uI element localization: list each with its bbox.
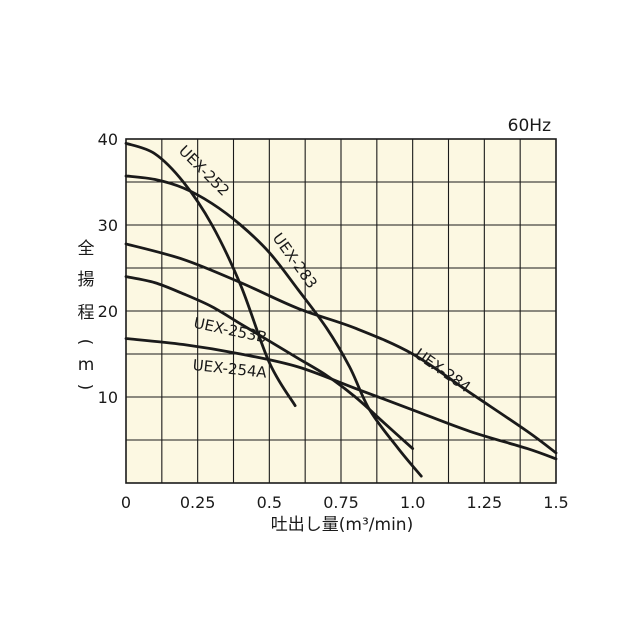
y-tick-label: 40 — [98, 130, 118, 149]
series-line-uex-252 — [124, 141, 297, 407]
y-axis-title-char: 程 — [78, 303, 95, 323]
y-tick-label: 30 — [98, 216, 118, 235]
plot-frame — [125, 138, 557, 484]
y-axis-title-char: ) — [75, 384, 95, 391]
x-tick-label: 0.25 — [180, 493, 216, 512]
x-tick-label: 1.5 — [543, 493, 568, 512]
series-line-uex-253b — [124, 275, 415, 450]
x-tick-label: 0.75 — [323, 493, 359, 512]
y-axis-title-char: 揚 — [78, 270, 95, 290]
x-tick-label: 1.0 — [400, 493, 425, 512]
curves — [124, 141, 558, 478]
y-tick-label: 10 — [98, 388, 118, 407]
y-axis-title-char: ( — [75, 339, 95, 346]
series-line-uex-284 — [124, 242, 558, 455]
y-tick-labels: 10 20 30 40 — [98, 130, 118, 407]
y-axis-title-char: m — [78, 355, 95, 375]
series-line-uex-254a — [124, 337, 558, 461]
x-tick-label: 0.5 — [257, 493, 282, 512]
x-tick-label: 0 — [121, 493, 131, 512]
x-tick-labels: 0 0.25 0.5 0.75 1.0 1.25 1.5 — [121, 493, 569, 512]
x-tick-label: 1.25 — [467, 493, 503, 512]
y-axis-title: 全揚程 ( m) — [75, 239, 95, 390]
frequency-label: 60Hz — [508, 116, 551, 136]
y-axis-title-char: 全 — [78, 239, 95, 259]
x-axis-title: 吐出し量(m³/min) — [271, 515, 413, 535]
y-tick-label: 20 — [98, 302, 118, 321]
